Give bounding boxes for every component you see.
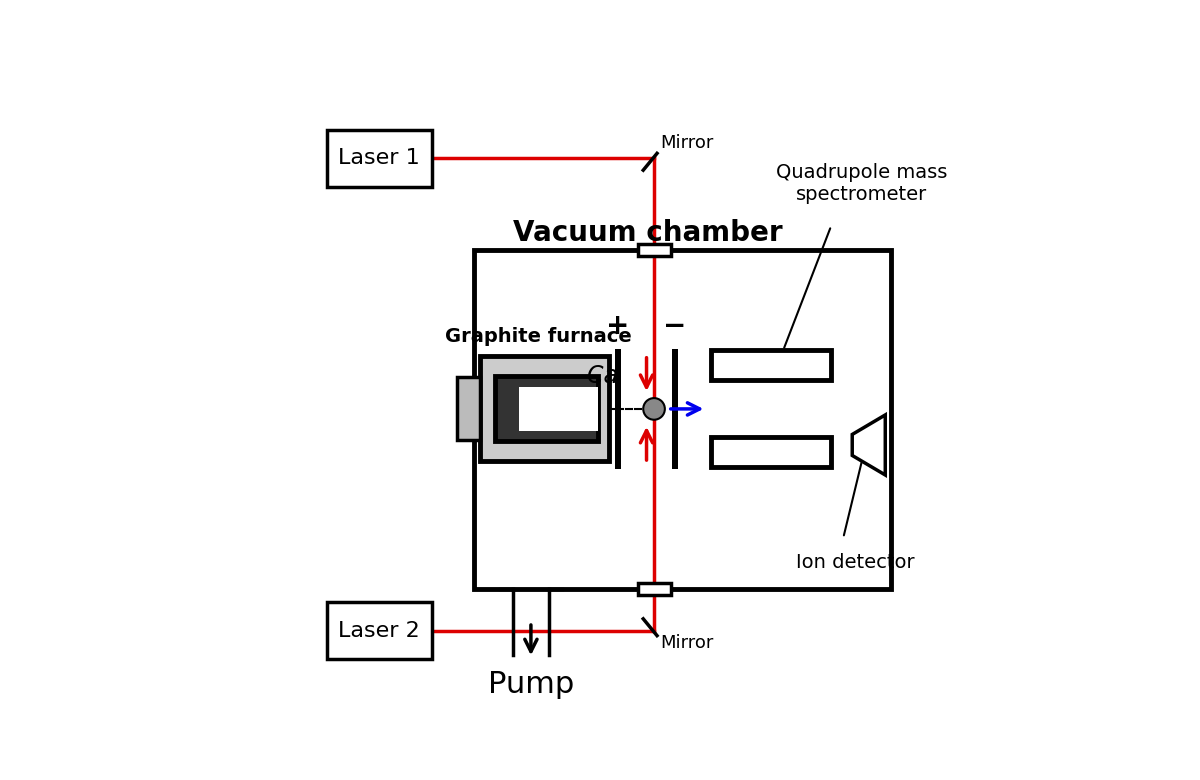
Polygon shape xyxy=(852,415,886,475)
Bar xyxy=(326,602,432,659)
Bar xyxy=(480,356,608,462)
Bar xyxy=(326,129,432,186)
Bar xyxy=(474,250,892,589)
Bar xyxy=(637,583,671,595)
Bar xyxy=(712,350,832,381)
Text: −: − xyxy=(664,312,686,340)
Bar xyxy=(505,387,598,431)
Bar xyxy=(494,376,598,441)
Text: Ion detector: Ion detector xyxy=(796,553,914,572)
Bar xyxy=(637,243,671,256)
Text: +: + xyxy=(606,312,630,340)
Bar xyxy=(505,387,518,431)
Text: Graphite furnace: Graphite furnace xyxy=(444,327,631,346)
Text: Laser 1: Laser 1 xyxy=(338,148,420,168)
Bar xyxy=(616,349,622,469)
Text: Mirror: Mirror xyxy=(660,134,714,152)
Text: Laser 2: Laser 2 xyxy=(338,621,420,641)
Circle shape xyxy=(643,398,665,420)
Text: Mirror: Mirror xyxy=(660,634,714,652)
Text: Quadrupole mass
spectrometer: Quadrupole mass spectrometer xyxy=(775,163,947,204)
Bar xyxy=(672,349,678,469)
Bar xyxy=(457,378,480,441)
Text: Pump: Pump xyxy=(487,670,574,699)
Text: Ca: Ca xyxy=(588,364,618,388)
Text: Vacuum chamber: Vacuum chamber xyxy=(512,218,782,246)
Bar xyxy=(712,438,832,467)
